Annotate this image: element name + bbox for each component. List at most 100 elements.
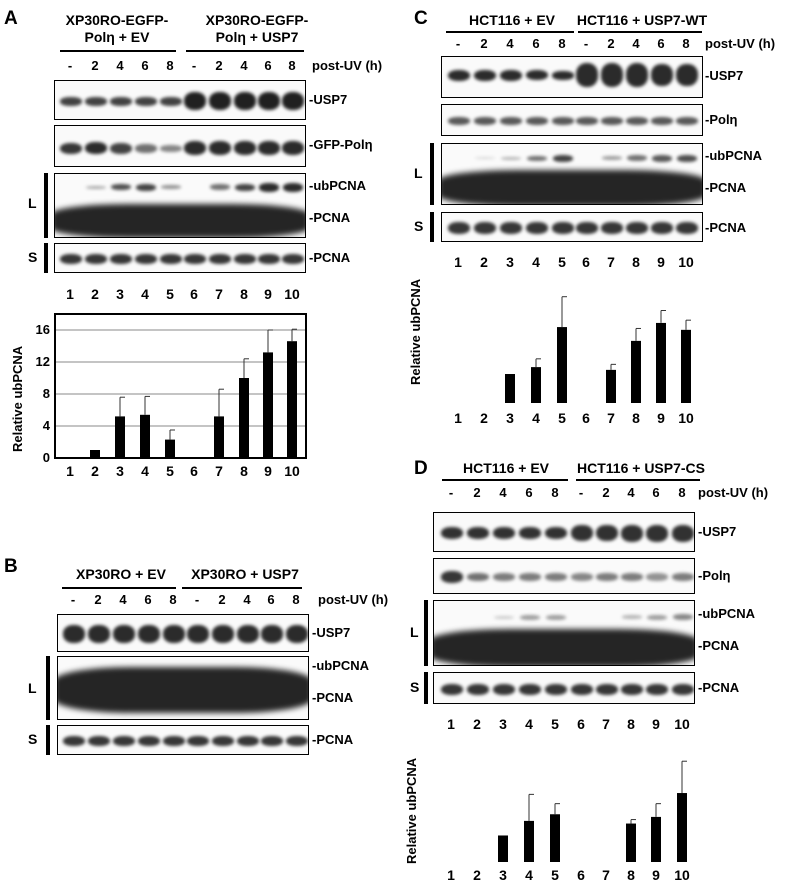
- panel-C-timepoint-5: 8: [558, 36, 566, 51]
- chart-A-xtick-4: 4: [141, 463, 149, 479]
- B-b1-band-2: [88, 625, 110, 643]
- C-b2-band-4: [526, 117, 548, 125]
- chart-C-bar-7: [606, 369, 616, 403]
- C-b3-band-1: [449, 157, 469, 159]
- panel-A-lane-4: 4: [141, 286, 149, 302]
- B-b1-band-10: [286, 625, 308, 643]
- chart-A-xtick-8: 8: [240, 463, 248, 479]
- A-b1-band-5: [160, 96, 182, 106]
- panel-A-ylabel: Relative ubPCNA: [10, 345, 25, 452]
- A-b2-band-8: [234, 141, 256, 155]
- chart-A-ytick-2: 8: [43, 386, 50, 401]
- panel-C-pcna-long-blot: [441, 143, 703, 205]
- D-b3-band-4: [520, 614, 540, 620]
- D-b2-band-10: [672, 573, 694, 581]
- panel-D-pcna-short-blot: [433, 672, 695, 704]
- A-b3-band-4: [136, 183, 156, 191]
- B-b1-band-5: [163, 625, 185, 643]
- panel-A-lane-6: 6: [190, 286, 198, 302]
- A-b1-band-2: [85, 96, 107, 106]
- panel-D-timepoint-5: 8: [551, 485, 559, 500]
- C-b3-band-4: [527, 155, 547, 161]
- C-b2-band-7: [601, 117, 623, 125]
- panel-B-ubpcna-label: -ubPCNA: [312, 658, 370, 673]
- chart-C-xtick-9: 9: [657, 410, 665, 426]
- panel-A-S-bar: [44, 243, 48, 273]
- D-b2-band-8: [621, 573, 643, 581]
- panel-B-timepoint-3: 4: [119, 592, 127, 607]
- panel-D-pcna-long-blot: [433, 600, 695, 666]
- A-b2-band-1: [60, 142, 82, 154]
- panel-D-poleta-label: -Polη: [698, 568, 731, 583]
- A-b4-band-9: [258, 254, 280, 264]
- A-b2-band-3: [110, 142, 132, 154]
- panel-C-timepoint-10: 8: [682, 36, 690, 51]
- B-b3-band-4: [138, 736, 160, 746]
- chart-C-xtick-6: 6: [582, 410, 590, 426]
- panel-D-usp7-label: -USP7: [698, 524, 737, 539]
- panel-D-lane-10: 10: [674, 716, 690, 732]
- panel-C-pcna-short-blot: [441, 212, 703, 242]
- panel-B-post-uv-label: post-UV (h): [318, 592, 389, 607]
- C-b1-band-9: [651, 64, 673, 86]
- panel-C-group2-underline: [578, 31, 702, 33]
- panel-A-lane-9: 9: [264, 286, 272, 302]
- panel-B-pcna-long-label: -PCNA: [312, 690, 354, 705]
- chart-D-bar-3: [498, 835, 508, 862]
- panel-B-L-label: L: [28, 680, 37, 696]
- panel-A-timepoint-2: 2: [91, 58, 99, 73]
- panel-A-lane-10: 10: [284, 286, 300, 302]
- D-b4-band-7: [596, 683, 618, 695]
- panel-D-S-label: S: [410, 679, 420, 695]
- panel-A-L-label: L: [28, 195, 37, 211]
- A-b4-band-1: [60, 254, 82, 264]
- chart-D-xtick-4: 4: [525, 867, 533, 882]
- chart-A-bar-3: [115, 416, 125, 458]
- D-b1-band-6: [571, 525, 593, 541]
- D-b2-band-5: [545, 573, 567, 581]
- panel-D-lane-4: 4: [525, 716, 533, 732]
- A-b4-band-3: [110, 254, 132, 264]
- A-b1-band-1: [60, 96, 82, 106]
- chart-A-ytick-3: 12: [36, 354, 50, 369]
- D-b4-band-8: [621, 683, 643, 695]
- chart-D-xtick-10: 10: [674, 867, 690, 882]
- panel-D-lane-2: 2: [473, 716, 481, 732]
- B-b3-band-2: [88, 736, 110, 746]
- chart-A-bar-4: [140, 414, 150, 458]
- D-b3-smear: [434, 629, 694, 665]
- chart-C-bar-8: [631, 340, 641, 403]
- panel-D-timepoint-3: 4: [499, 485, 507, 500]
- panel-A-usp7-blot: [54, 80, 306, 120]
- A-b4-band-10: [282, 254, 304, 264]
- panel-C-ylabel: Relative ubPCNA: [408, 278, 423, 385]
- panel-C-lane-9: 9: [657, 254, 665, 270]
- B-b3-band-6: [187, 736, 209, 746]
- C-b1-band-4: [526, 70, 548, 80]
- panel-D-pcna-long-label: -PCNA: [698, 638, 740, 653]
- panel-A-lane-5: 5: [166, 286, 174, 302]
- panel-C-bar-chart: 0123412345678910: [454, 296, 694, 426]
- panel-D-timepoint-6: -: [578, 485, 584, 500]
- A-b3-band-9: [259, 182, 279, 192]
- panel-A-L-bar: [44, 173, 48, 238]
- panel-C-lane-1: 1: [454, 254, 462, 270]
- panel-D-lane-6: 6: [577, 716, 585, 732]
- chart-A-bar-2: [90, 450, 100, 458]
- panel-C-lane-3: 3: [506, 254, 514, 270]
- panel-A-timepoint-9: 6: [264, 58, 272, 73]
- D-b1-band-10: [672, 524, 694, 542]
- A-b1-band-8: [234, 92, 256, 110]
- panel-B-group2-header: XP30RO + USP7: [191, 566, 299, 582]
- D-b4-band-1: [441, 683, 463, 695]
- panel-C-timepoint-7: 2: [607, 36, 615, 51]
- A-b3-smear: [55, 204, 305, 237]
- panel-A-timepoint-1: -: [67, 58, 73, 73]
- C-b4-band-2: [474, 222, 496, 234]
- panel-C-L-label: L: [414, 165, 423, 181]
- C-b3-band-7: [602, 156, 622, 160]
- panel-D-group2-header: HCT116 + USP7-CS: [577, 460, 705, 476]
- A-b2-band-2: [85, 142, 107, 154]
- panel-D-poleta-blot: [433, 558, 695, 594]
- A-b2-band-6: [184, 141, 206, 155]
